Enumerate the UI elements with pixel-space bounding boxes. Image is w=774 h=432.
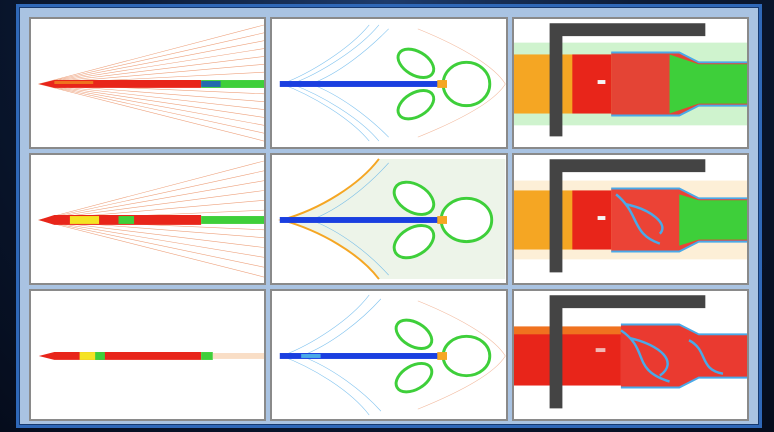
plume-contour-plot — [278, 158, 506, 280]
panel-r3-c1 — [29, 289, 267, 421]
plume-contour-plot — [280, 294, 506, 416]
panel-r3-c2 — [270, 289, 508, 421]
panel-r1-c1 — [29, 17, 267, 149]
panel-r1-c3 — [511, 17, 749, 149]
side-contour-plot — [38, 352, 265, 360]
side-contour-plot — [38, 24, 265, 142]
side-contour-plot — [38, 160, 265, 278]
axis-triad-icon — [549, 159, 705, 273]
panel-r3-c3 — [511, 289, 749, 421]
closeup-contour-plot — [513, 323, 747, 389]
panel-r2-c3 — [511, 153, 749, 285]
figure-frame — [16, 4, 762, 428]
axis-triad-icon — [549, 23, 705, 137]
panel-r2-c1 — [29, 153, 267, 285]
plume-contour-plot — [280, 24, 506, 142]
panel-r2-c2 — [270, 153, 508, 285]
panel-r1-c2 — [270, 17, 508, 149]
panel-grid — [29, 17, 749, 421]
axis-triad-icon — [549, 295, 705, 409]
